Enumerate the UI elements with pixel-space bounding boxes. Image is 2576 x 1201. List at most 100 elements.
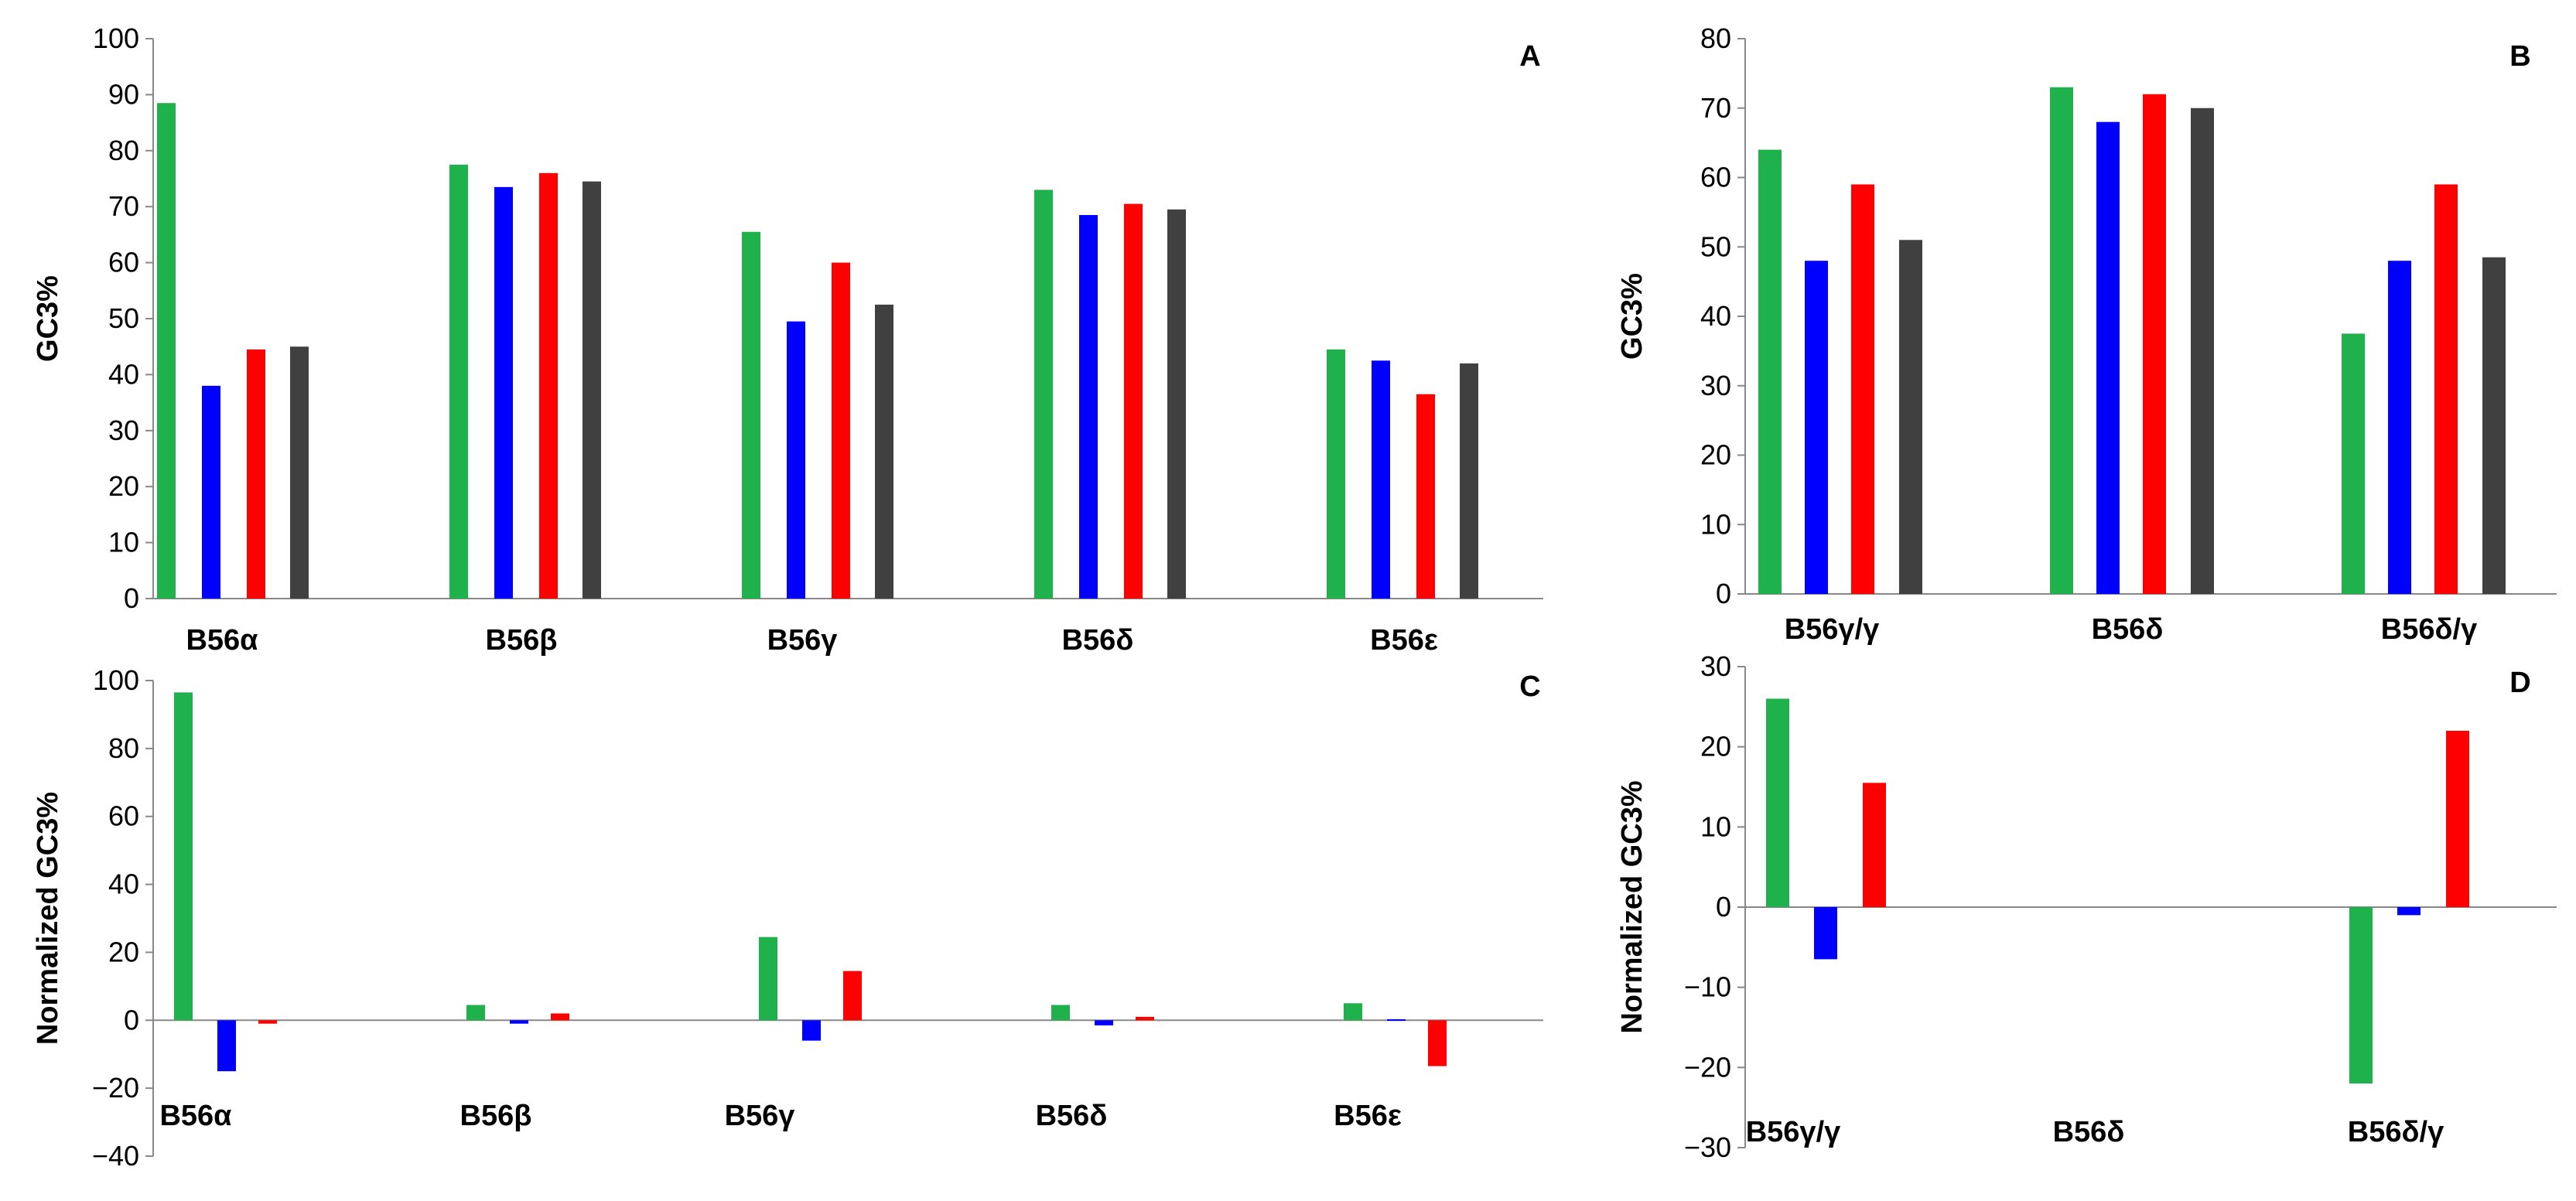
y-axis-title: GC3% — [1616, 273, 1648, 360]
bar — [2342, 333, 2365, 594]
y-tick-label: 20 — [108, 936, 139, 967]
y-tick-label: 80 — [108, 732, 139, 764]
y-tick-label: −30 — [1684, 1131, 1731, 1163]
y-tick-label: 20 — [1700, 731, 1731, 763]
bar — [1124, 203, 1143, 599]
bar — [466, 1005, 485, 1021]
category-label: B56α — [159, 1100, 231, 1132]
category-label: B56ε — [1334, 1100, 1402, 1132]
y-tick-label: −10 — [1684, 971, 1731, 1003]
panel-label: B — [2509, 40, 2530, 73]
y-tick-label: 20 — [1700, 439, 1731, 471]
y-tick-label: 100 — [93, 664, 139, 696]
bar — [1387, 1018, 1406, 1021]
y-tick-label: 70 — [108, 190, 139, 222]
y-tick-label: 50 — [1700, 230, 1731, 262]
bar — [1079, 215, 1098, 599]
bar — [1805, 261, 1828, 594]
bar — [449, 164, 468, 599]
category-label: B56δ — [2053, 1116, 2125, 1148]
y-tick-label: 30 — [1700, 650, 1731, 682]
bar — [1051, 1005, 1070, 1021]
y-tick-label: 100 — [93, 22, 139, 54]
category-label: B56β — [486, 624, 558, 657]
bar — [157, 103, 176, 599]
bar — [759, 937, 777, 1021]
bar — [247, 349, 265, 599]
bar — [1758, 149, 1782, 595]
y-tick-label: 30 — [1700, 370, 1731, 401]
bar — [2446, 730, 2469, 907]
category-label: B56γ/γ — [1746, 1116, 1841, 1148]
y-tick-label: 60 — [108, 247, 139, 278]
bar — [1034, 189, 1053, 599]
y-tick-label: 60 — [1700, 162, 1731, 193]
y-axis-title: GC3% — [32, 275, 64, 362]
category-label: B56γ — [725, 1100, 795, 1132]
panel-b: 0 10 20 30 40 50 60 70 80 GC3% B B56γ/γ B56δ B56δ/γ — [1616, 22, 2557, 646]
y-tick-label: −20 — [92, 1072, 139, 1104]
y-tick-label: 80 — [1700, 22, 1731, 54]
category-label: B56δ — [1036, 1100, 1108, 1132]
y-tick-label: 10 — [1700, 508, 1731, 540]
y-tick-label: 10 — [108, 527, 139, 558]
bar — [832, 262, 850, 599]
bar — [2050, 87, 2073, 594]
bar — [1167, 209, 1186, 599]
bar — [510, 1020, 528, 1024]
bar — [1899, 240, 1922, 594]
bar — [1863, 783, 1886, 907]
y-tick-label: 0 — [1716, 578, 1731, 609]
y-tick-label: 90 — [108, 78, 139, 110]
bar — [1766, 698, 1789, 907]
y-tick-label: 30 — [108, 415, 139, 446]
y-tick-label: 10 — [1700, 810, 1731, 842]
bar — [1372, 360, 1390, 599]
bar — [258, 1020, 277, 1024]
panel-label: A — [1519, 40, 1540, 73]
y-tick-label: 60 — [108, 800, 139, 832]
y-tick-label: 0 — [124, 582, 139, 614]
bar — [494, 186, 513, 599]
y-axis-title: Normalized GC3% — [1616, 780, 1648, 1033]
bar — [742, 231, 760, 599]
bar — [174, 692, 193, 1021]
y-tick-label: 40 — [1700, 300, 1731, 332]
y-tick-label: 50 — [108, 302, 139, 334]
panel-label: D — [2509, 667, 2530, 699]
bar — [875, 304, 893, 599]
category-label: B56δ — [2092, 613, 2164, 646]
y-tick-label: 0 — [124, 1004, 139, 1036]
panel-c: −40 −20 0 20 40 60 80 100 Normalized GC3% C B56α B5… — [32, 664, 1543, 1172]
category-label: B56δ/γ — [2348, 1116, 2444, 1148]
bar — [583, 181, 601, 599]
y-tick-label: 80 — [108, 135, 139, 166]
y-tick-label: 20 — [108, 470, 139, 502]
bar — [2096, 121, 2120, 594]
y-tick-label: −40 — [92, 1140, 139, 1172]
y-tick-label: 0 — [1716, 891, 1731, 923]
bar — [290, 346, 309, 599]
bar — [1136, 1016, 1154, 1021]
bar — [1428, 1020, 1447, 1066]
category-label: B56δ — [1062, 624, 1134, 657]
bar — [1814, 907, 1837, 960]
category-label: B56α — [186, 624, 258, 657]
bar — [2143, 94, 2166, 595]
bar — [1344, 1003, 1362, 1021]
bar — [843, 971, 862, 1021]
bar — [2397, 907, 2421, 916]
y-axis-title: Normalized GC3% — [32, 792, 64, 1045]
bar — [2434, 184, 2458, 595]
panel-a: 0 10 20 30 40 50 60 70 80 90 100 GC3% A B56α B56β B56γ B… — [32, 22, 1543, 657]
bar — [2482, 257, 2506, 594]
bar — [2388, 261, 2411, 594]
bar — [539, 172, 558, 599]
bar — [2191, 107, 2214, 594]
y-tick-label: −20 — [1684, 1051, 1731, 1083]
category-label: B56δ/γ — [2381, 613, 2477, 646]
category-label: B56ε — [1370, 624, 1438, 657]
bar — [1851, 184, 1874, 595]
bar — [1416, 394, 1435, 599]
